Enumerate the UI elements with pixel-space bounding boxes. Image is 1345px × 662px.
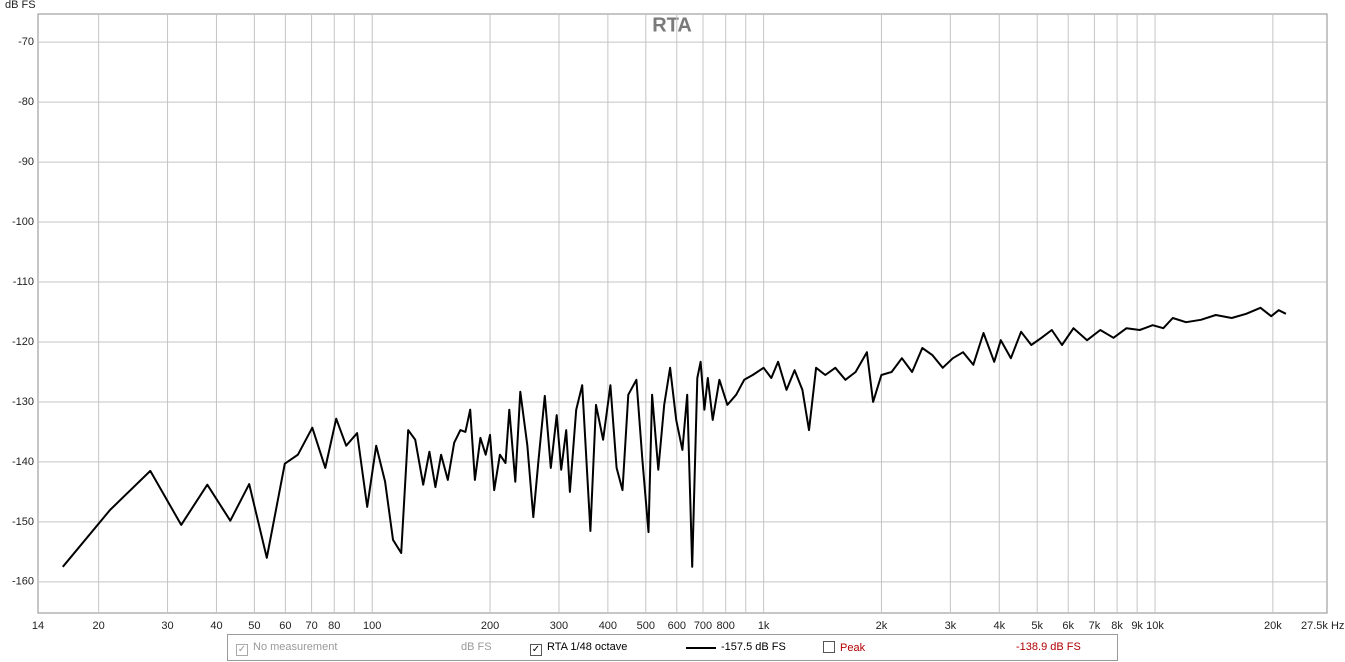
x-tick-label: 20 xyxy=(93,620,105,632)
x-tick-label: 70 xyxy=(305,620,317,632)
x-tick-label: 14 xyxy=(32,620,44,632)
x-tick-label: 20k xyxy=(1264,620,1282,632)
x-tick-label: 9k xyxy=(1131,620,1143,632)
x-tick-label: 5k xyxy=(1031,620,1043,632)
x-tick-label: 100 xyxy=(363,620,381,632)
rta-swatch xyxy=(686,647,716,649)
x-tick-label: 50 xyxy=(248,620,260,632)
x-tick-label: 6k xyxy=(1062,620,1074,632)
measurement-toggle[interactable]: ✓ No measurement xyxy=(236,641,337,656)
x-tick-label: 40 xyxy=(210,620,222,632)
x-tick-label: 8k xyxy=(1111,620,1123,632)
x-tick-label: 10k xyxy=(1146,620,1164,632)
checkbox[interactable] xyxy=(823,641,835,653)
rta-label: RTA 1/48 octave xyxy=(547,641,628,653)
chart-title: RTA xyxy=(652,14,692,36)
x-tick-label: 3k xyxy=(945,620,957,632)
x-tick-label: 60 xyxy=(279,620,291,632)
status-bar: ✓ No measurement dB FS ✓ RTA 1/48 octave -… xyxy=(227,634,1118,661)
x-tick-label: 500 xyxy=(637,620,655,632)
y-axis-label: dB FS xyxy=(5,0,36,11)
y-tick-label: -160 xyxy=(12,576,34,588)
checkbox[interactable]: ✓ xyxy=(236,644,248,656)
chart: RTA dB FS -70 -80 -90 -100 -110 -120 -130 -140 -… xyxy=(5,0,1344,632)
x-tick-label: 30 xyxy=(161,620,173,632)
y-tick-label: -150 xyxy=(12,516,34,528)
y-tick-label: -90 xyxy=(18,156,34,168)
x-tick-label: 7k xyxy=(1089,620,1101,632)
y-tick-label: -80 xyxy=(18,96,34,108)
x-tick-label: 27.5k Hz xyxy=(1301,620,1344,632)
plot-area xyxy=(37,13,1328,614)
y-tick-label: -70 xyxy=(18,36,34,48)
measurement-unit: dB FS xyxy=(461,641,492,653)
rta-toggle[interactable]: ✓ RTA 1/48 octave xyxy=(530,641,627,656)
x-tick-label: 2k xyxy=(876,620,888,632)
peak-toggle[interactable]: Peak xyxy=(823,641,865,654)
x-tick-label: 80 xyxy=(328,620,340,632)
y-tick-label: -120 xyxy=(12,336,34,348)
rta-line xyxy=(62,306,1287,568)
x-tick-label: 4k xyxy=(993,620,1005,632)
x-tick-label: 200 xyxy=(481,620,499,632)
y-tick-label: -140 xyxy=(12,456,34,468)
x-tick-label: 1k xyxy=(758,620,770,632)
x-tick-label: 700 xyxy=(694,620,712,632)
checkbox[interactable]: ✓ xyxy=(530,644,542,656)
y-tick-label: -110 xyxy=(13,276,34,288)
x-tick-label: 300 xyxy=(550,620,568,632)
measurement-label: No measurement xyxy=(253,641,338,653)
peak-label: Peak xyxy=(840,642,866,654)
x-tick-label: 800 xyxy=(717,620,735,632)
peak-value: -138.9 dB FS xyxy=(1016,641,1081,653)
y-tick-label: -100 xyxy=(12,216,34,228)
y-tick-label: -130 xyxy=(12,396,34,408)
x-tick-label: 600 xyxy=(668,620,686,632)
rta-value: -157.5 dB FS xyxy=(721,641,786,653)
x-tick-label: 400 xyxy=(599,620,617,632)
